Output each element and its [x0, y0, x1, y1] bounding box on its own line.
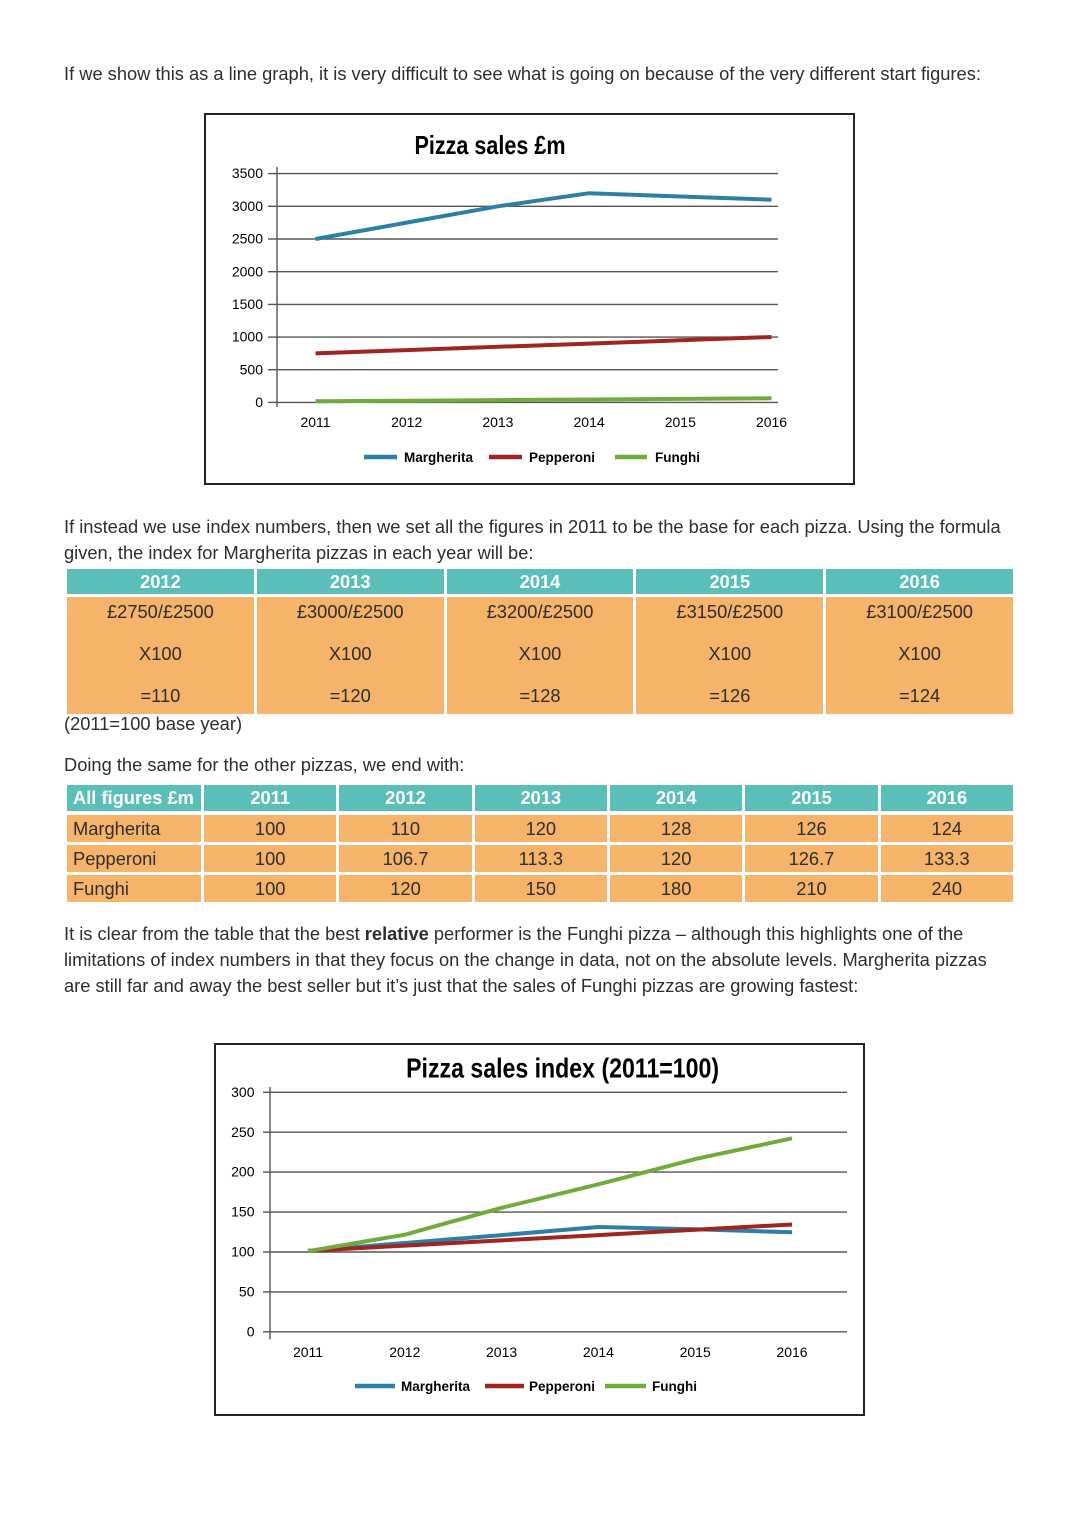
svg-text:Margherita: Margherita	[401, 1379, 471, 1394]
svg-text:2016: 2016	[776, 1344, 807, 1360]
svg-text:2012: 2012	[391, 414, 422, 430]
svg-text:Funghi: Funghi	[655, 450, 700, 465]
svg-text:Pizza sales £m: Pizza sales £m	[415, 130, 566, 160]
svg-text:Pepperoni: Pepperoni	[529, 450, 595, 465]
svg-text:150: 150	[231, 1204, 255, 1220]
svg-text:250: 250	[231, 1124, 255, 1140]
svg-text:300: 300	[231, 1084, 255, 1100]
svg-text:3000: 3000	[232, 198, 263, 214]
svg-text:0: 0	[255, 394, 263, 410]
svg-text:3500: 3500	[232, 165, 263, 181]
svg-text:200: 200	[231, 1164, 255, 1180]
svg-text:0: 0	[247, 1323, 255, 1339]
svg-text:2013: 2013	[486, 1344, 517, 1360]
svg-text:Pepperoni: Pepperoni	[529, 1379, 595, 1394]
svg-text:2011: 2011	[300, 414, 330, 430]
svg-text:2015: 2015	[680, 1344, 711, 1360]
svg-text:2012: 2012	[389, 1344, 420, 1360]
svg-text:2016: 2016	[756, 414, 787, 430]
svg-text:1000: 1000	[232, 329, 263, 345]
svg-text:Pizza sales index (2011=100): Pizza sales index (2011=100)	[406, 1053, 719, 1084]
svg-text:Funghi: Funghi	[652, 1379, 697, 1394]
svg-text:2015: 2015	[665, 414, 696, 430]
svg-text:500: 500	[240, 361, 264, 377]
svg-text:2500: 2500	[232, 231, 263, 247]
svg-text:50: 50	[239, 1284, 255, 1300]
svg-text:100: 100	[231, 1244, 255, 1260]
svg-text:2014: 2014	[574, 414, 605, 430]
svg-text:2014: 2014	[583, 1344, 614, 1360]
svg-text:2000: 2000	[232, 263, 263, 279]
svg-text:2011: 2011	[293, 1344, 323, 1360]
svg-text:2013: 2013	[482, 414, 513, 430]
svg-text:1500: 1500	[232, 296, 263, 312]
svg-text:Margherita: Margherita	[404, 450, 474, 465]
